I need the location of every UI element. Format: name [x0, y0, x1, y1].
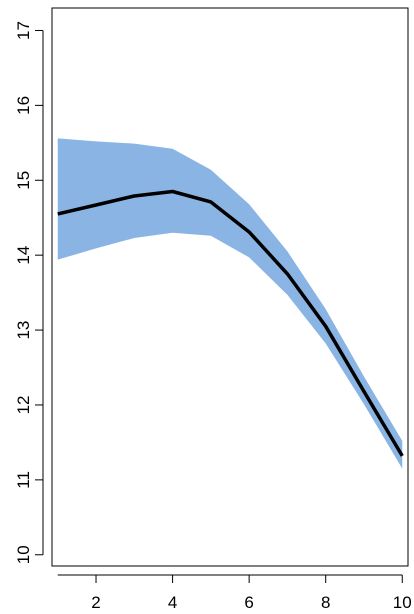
y-tick-label: 16	[14, 96, 33, 115]
x-tick-label: 8	[321, 593, 330, 612]
y-axis: 10 11 12 13 14 15 16 17	[14, 21, 44, 564]
y-tick-label: 17	[14, 21, 33, 40]
x-tick-label: 10	[393, 593, 412, 612]
y-tick-label: 10	[14, 545, 33, 564]
x-axis: 2 4 6 8 10	[57, 574, 412, 612]
y-tick-label: 13	[14, 321, 33, 340]
x-tick-label: 6	[244, 593, 253, 612]
y-tick-label: 11	[14, 471, 33, 489]
series-line-layer	[57, 189, 404, 457]
confidence-band	[57, 138, 403, 469]
confidence-band-layer	[57, 138, 403, 469]
plot-frame	[51, 7, 409, 567]
y-tick-label: 12	[14, 396, 33, 415]
x-tick-label: 2	[91, 593, 100, 612]
y-tick-label: 15	[14, 171, 33, 190]
x-tick-label: 4	[168, 593, 177, 612]
y-tick-label: 14	[14, 246, 33, 265]
series-line-1	[57, 189, 404, 457]
